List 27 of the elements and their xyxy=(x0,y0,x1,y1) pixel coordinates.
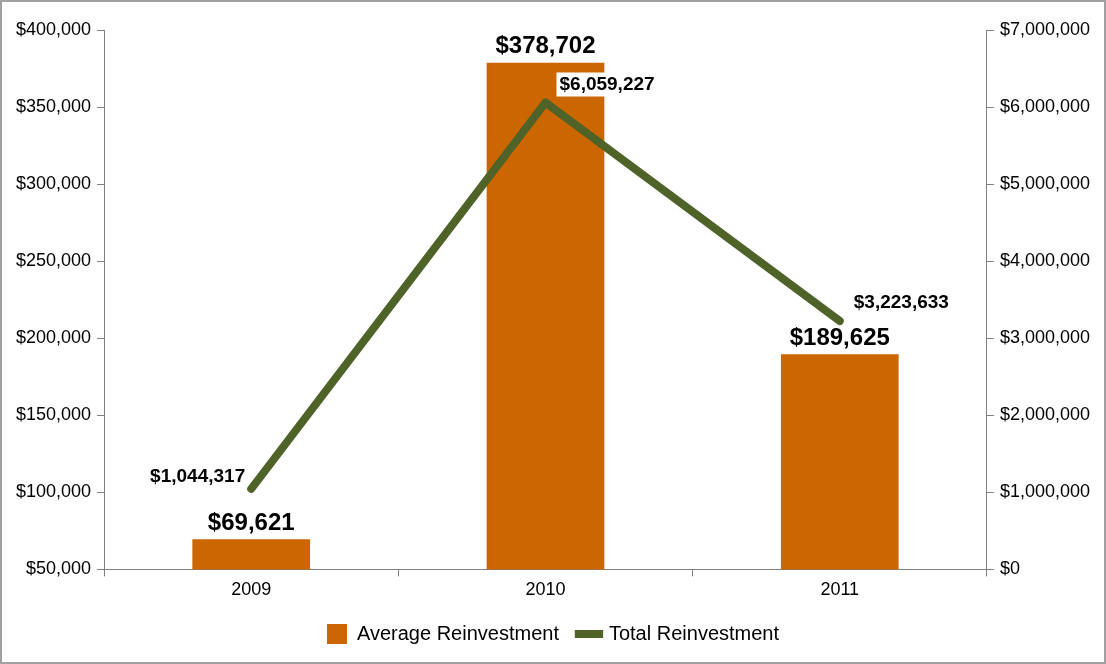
legend-label: Total Reinvestment xyxy=(608,621,780,644)
y2-tick-label: $2,000,000 xyxy=(999,404,1091,425)
y2-tick-label: $1,000,000 xyxy=(999,481,1091,502)
y2-tick-label: $5,000,000 xyxy=(999,173,1091,194)
data-label: $378,702 xyxy=(495,31,596,59)
data-label: $189,625 xyxy=(789,322,890,350)
y-tick-label: $300,000 xyxy=(16,173,92,194)
x-tick-label: 2010 xyxy=(525,579,566,600)
y2-tick-label: $0 xyxy=(999,558,1020,579)
y-tick-label: $200,000 xyxy=(16,327,92,348)
y-tick-label: $400,000 xyxy=(16,18,92,39)
data-label: $1,044,317 xyxy=(150,465,246,487)
y2-tick-label: $3,000,000 xyxy=(999,327,1091,348)
y-tick-label: $50,000 xyxy=(26,558,92,579)
data-label: $3,223,633 xyxy=(853,291,949,313)
data-label: $69,621 xyxy=(207,507,295,535)
y-tick-label: $100,000 xyxy=(16,481,92,502)
data-label: $6,059,227 xyxy=(559,72,655,94)
y-tick-label: $350,000 xyxy=(16,96,92,117)
y-tick-label: $150,000 xyxy=(16,404,92,425)
y2-tick-label: $7,000,000 xyxy=(999,18,1091,39)
x-tick-label: 2009 xyxy=(231,579,272,600)
y-tick-label: $250,000 xyxy=(16,250,92,271)
y2-tick-label: $4,000,000 xyxy=(999,250,1091,271)
legend-label: Average Reinvestment xyxy=(356,621,560,644)
y2-tick-label: $6,000,000 xyxy=(999,96,1091,117)
x-tick-label: 2011 xyxy=(820,579,860,600)
